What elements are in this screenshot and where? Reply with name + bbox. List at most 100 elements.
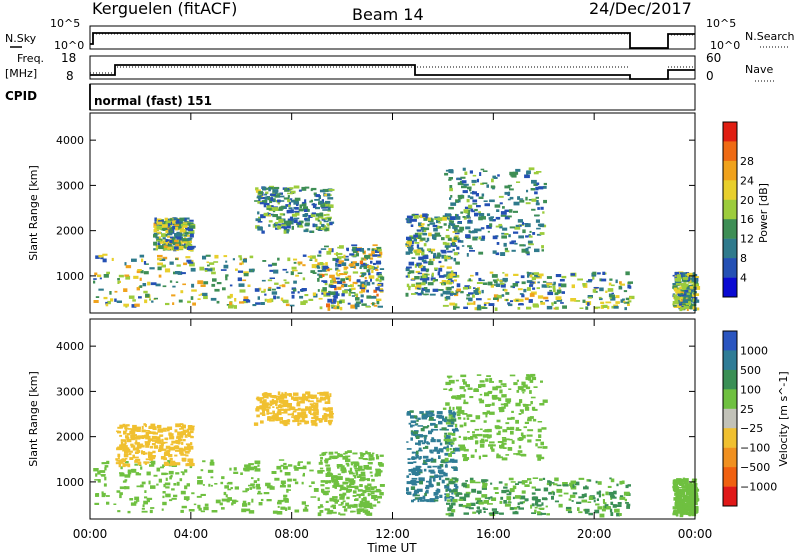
data-cell [540, 456, 545, 460]
data-cell [416, 249, 422, 254]
data-cell [676, 480, 680, 483]
data-cell [541, 512, 546, 515]
data-cell [344, 255, 349, 258]
data-cell [180, 490, 186, 495]
data-cell [187, 238, 192, 241]
data-cell [318, 274, 322, 279]
data-cell [360, 288, 366, 293]
data-cell [326, 216, 332, 219]
data-cell [141, 425, 144, 430]
data-cell [688, 513, 692, 517]
data-cell [442, 460, 449, 464]
data-cell [172, 240, 177, 245]
data-cell [448, 453, 452, 457]
data-cell [603, 502, 607, 505]
data-cell [554, 477, 559, 482]
data-cell [140, 466, 143, 470]
data-cell [229, 284, 233, 287]
data-cell [325, 206, 330, 209]
data-cell [474, 236, 478, 239]
data-cell [283, 279, 287, 282]
data-cell [555, 306, 559, 310]
data-cell [270, 395, 277, 398]
data-cell [453, 489, 458, 493]
data-cell [571, 284, 575, 289]
data-cell [472, 183, 476, 186]
data-cell [367, 483, 372, 487]
data-cell [466, 503, 472, 507]
data-cell [444, 497, 447, 502]
data-cell [302, 465, 307, 470]
data-cell [370, 486, 375, 490]
data-cell [450, 280, 454, 284]
data-cell [371, 296, 377, 299]
data-cell [685, 505, 688, 508]
data-cell [581, 493, 585, 498]
data-cell [607, 288, 614, 292]
data-cell [463, 458, 468, 462]
data-cell [517, 307, 521, 310]
data-cell [463, 306, 468, 309]
data-cell [482, 507, 486, 510]
data-cell [465, 234, 471, 239]
data-cell [127, 510, 131, 514]
data-cell [183, 439, 186, 442]
data-cell [412, 471, 418, 476]
data-cell [184, 243, 187, 247]
data-cell [279, 395, 283, 398]
data-cell [446, 493, 450, 498]
data-cell [474, 428, 479, 431]
data-cell [454, 229, 457, 232]
data-cell [291, 294, 295, 299]
data-cell [599, 297, 603, 301]
nave-label: Nave [745, 63, 773, 76]
data-cell [283, 230, 287, 234]
data-cell [372, 244, 378, 247]
data-cell [514, 226, 521, 230]
data-cell [524, 498, 529, 502]
data-cell [291, 266, 297, 270]
velocity-y-axis-label: Slant Range [km] [27, 371, 40, 467]
data-cell [417, 235, 422, 239]
data-cell [458, 435, 461, 438]
data-cell [506, 493, 512, 496]
data-cell [338, 260, 344, 263]
data-cell [629, 295, 635, 300]
data-cell [478, 216, 483, 221]
data-cell [377, 305, 383, 308]
data-cell [273, 207, 279, 211]
data-cell [148, 431, 155, 434]
data-cell [623, 301, 630, 304]
data-cell [320, 248, 327, 250]
data-cell [304, 506, 308, 510]
data-cell [312, 264, 317, 267]
data-cell [429, 449, 433, 453]
data-cell [159, 442, 166, 444]
data-cell [149, 464, 155, 467]
data-cell [317, 219, 321, 222]
data-cell [376, 283, 382, 286]
data-cell [675, 504, 681, 508]
data-cell [556, 484, 562, 487]
data-cell [610, 512, 614, 516]
data-cell [551, 303, 554, 306]
data-cell [407, 274, 410, 278]
data-cell [328, 457, 332, 460]
data-cell [267, 279, 273, 282]
data-cell [605, 290, 608, 293]
data-cell [235, 268, 238, 271]
data-cell [114, 298, 117, 302]
data-cell [462, 454, 467, 458]
data-cell [329, 274, 335, 279]
data-cell [438, 226, 443, 229]
data-cell [311, 416, 316, 420]
data-cell [106, 460, 110, 465]
data-cell [96, 274, 102, 278]
data-cell [693, 502, 698, 506]
data-cell [417, 425, 424, 427]
data-cell [436, 450, 440, 454]
data-cell [578, 511, 583, 514]
data-cell [530, 396, 536, 399]
data-cell [436, 482, 441, 486]
